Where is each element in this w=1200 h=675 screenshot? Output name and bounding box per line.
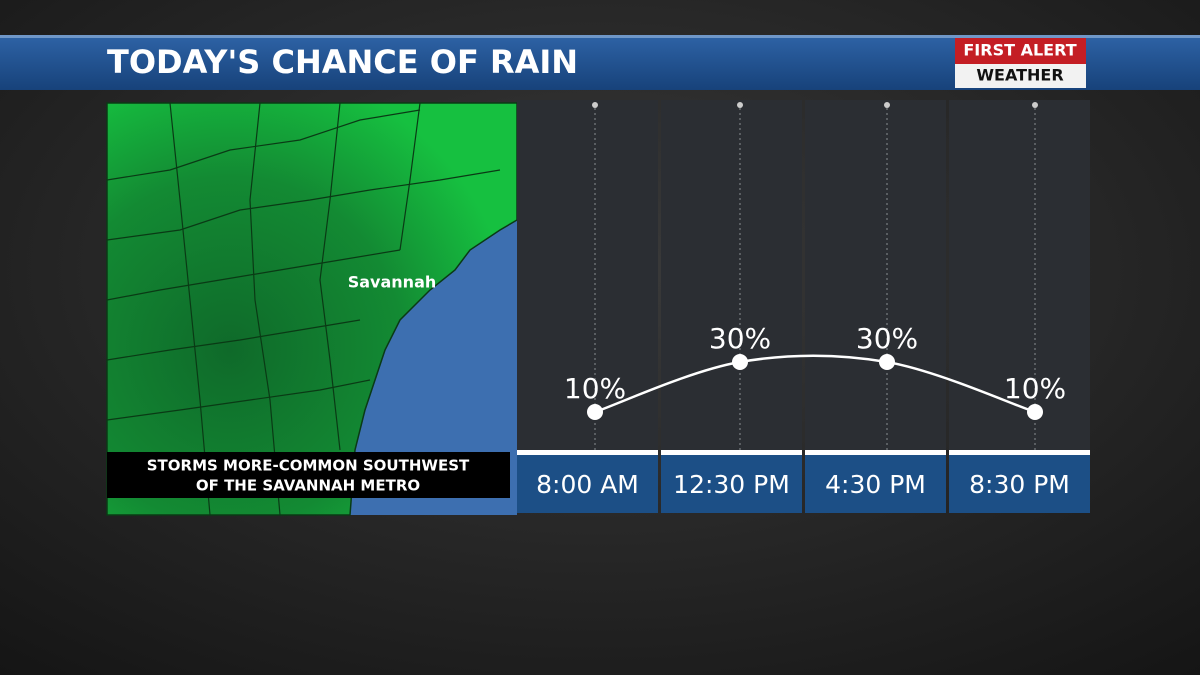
logo-bottom bbox=[955, 64, 1086, 88]
label-box bbox=[805, 455, 946, 513]
label-rule bbox=[517, 450, 658, 455]
label-rule bbox=[661, 450, 802, 455]
county-lines bbox=[106, 102, 501, 516]
column-dot bbox=[737, 102, 743, 108]
column-panel bbox=[949, 100, 1090, 450]
column-panel bbox=[661, 100, 802, 450]
column-panel bbox=[517, 100, 658, 450]
caption-line: OF THE SAVANNAH METRO bbox=[196, 477, 420, 495]
caption-box bbox=[107, 452, 510, 498]
x-tick-label: 4:30 PM bbox=[825, 470, 926, 499]
x-tick-label: 12:30 PM bbox=[673, 470, 790, 499]
label-box bbox=[949, 455, 1090, 513]
value-label: 30% bbox=[709, 322, 771, 355]
rain-point bbox=[1027, 404, 1043, 420]
caption-line: STORMS MORE-COMMON SOUTHWEST bbox=[147, 457, 470, 475]
rain-line bbox=[594, 354, 1036, 414]
value-label: 30% bbox=[856, 322, 918, 355]
x-tick-label: 8:00 AM bbox=[536, 470, 639, 499]
rain-point bbox=[732, 354, 748, 370]
x-tick-label: 8:30 PM bbox=[969, 470, 1070, 499]
logo-top bbox=[955, 38, 1086, 64]
label-box bbox=[517, 455, 658, 513]
column-dot bbox=[1032, 102, 1038, 108]
label-rule bbox=[805, 450, 946, 455]
column-dot bbox=[592, 102, 598, 108]
column-panel bbox=[805, 100, 946, 450]
value-label: 10% bbox=[1004, 372, 1066, 405]
logo-text: FIRST ALERT bbox=[963, 41, 1076, 60]
label-rule bbox=[949, 450, 1090, 455]
header-stripe bbox=[0, 35, 1200, 38]
rain-point bbox=[879, 354, 895, 370]
title: TODAY'S CHANCE OF RAIN bbox=[107, 43, 578, 81]
value-label: 10% bbox=[564, 372, 626, 405]
column-dot bbox=[884, 102, 890, 108]
label-box bbox=[661, 455, 802, 513]
city-label: Savannah bbox=[348, 273, 437, 292]
rain-point bbox=[587, 404, 603, 420]
logo-text: WEATHER bbox=[976, 66, 1063, 85]
